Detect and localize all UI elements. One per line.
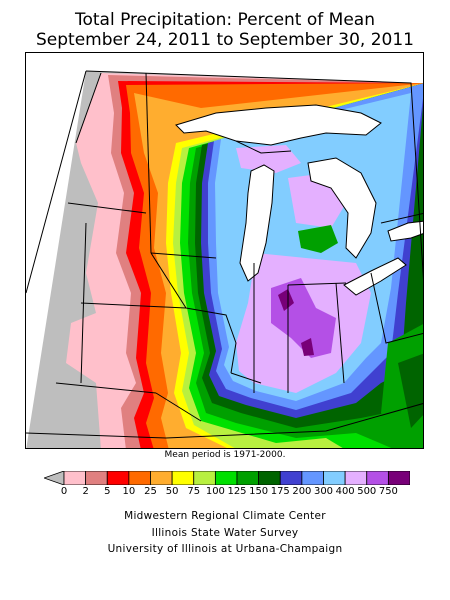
legend-tick-label: 0 [60,486,68,497]
legend-tick-label: 500 [357,486,377,497]
legend-tick-label: 10 [122,486,136,497]
legend-tick-label: 2 [82,486,89,497]
legend-swatch [366,471,389,485]
legend-tick-label: 150 [249,486,269,497]
legend-tick-label: 300 [313,486,334,497]
credit-line3: University of Illinois at Urbana-Champai… [107,543,343,555]
map-region-pct-750-plus-2 [301,338,314,356]
map-region-pct-125-150-michigan [298,225,338,253]
legend-tick-label: 200 [292,486,312,497]
lake-superior [176,105,381,145]
legend-swatch [279,471,303,485]
legend-tick-label: 175 [270,486,290,497]
map-title-line2: September 24, 2011 to September 30, 2011 [35,30,415,50]
legend-tick-label: 75 [187,486,201,497]
legend-swatch [171,471,195,485]
legend-tick-label: 50 [165,486,179,497]
legend-swatch [301,471,324,485]
map-region-pct-400-500-north [236,145,301,173]
outside-projection-top [26,53,423,293]
legend-swatch [128,471,151,485]
legend-tick-label: 400 [335,486,355,497]
precipitation-map-svg [26,53,423,448]
legend-swatch [214,471,238,485]
map-edge-west [26,70,87,294]
legend-swatch [150,471,173,485]
state-boundaries [26,72,423,439]
credit-line2: Illinois State Water Survey [151,527,299,539]
legend-swatch-arrow [44,471,65,485]
precipitation-map [25,52,424,449]
lake-ontario [388,221,423,241]
legend-swatch [106,471,130,485]
legend-swatch [344,471,368,485]
legend-labels: 0 2 5 10 25 50 75 100 125 150 175 200 300 400 500 750 [0,486,450,500]
lake-huron [308,158,376,258]
map-region-pct-150-175-east [398,353,423,428]
legend-swatch [258,471,281,485]
legend-swatch [193,471,216,485]
legend-swatch [387,471,410,485]
legend-tick-label: 125 [227,486,247,497]
legend-swatch [236,471,260,485]
lake-michigan [240,165,274,281]
legend-color-bar [44,471,410,485]
map-region-pct-750-plus [278,289,294,311]
mean-period-note: Mean period is 1971-2000. [164,450,286,460]
map-title-line1: Total Precipitation: Percent of Mean [75,10,375,30]
legend-swatch [85,471,108,485]
lake-outlines [175,104,423,296]
legend-tick-label: 100 [205,486,225,497]
legend-swatch [323,471,346,485]
credit-line1: Midwestern Regional Climate Center [124,510,326,522]
legend-tick-label: 5 [104,486,111,497]
legend-tick-label: 25 [144,486,157,497]
map-edge [85,70,423,280]
lake-erie [344,258,406,295]
legend-tick-label: 750 [378,486,398,497]
legend-swatch [63,471,87,485]
